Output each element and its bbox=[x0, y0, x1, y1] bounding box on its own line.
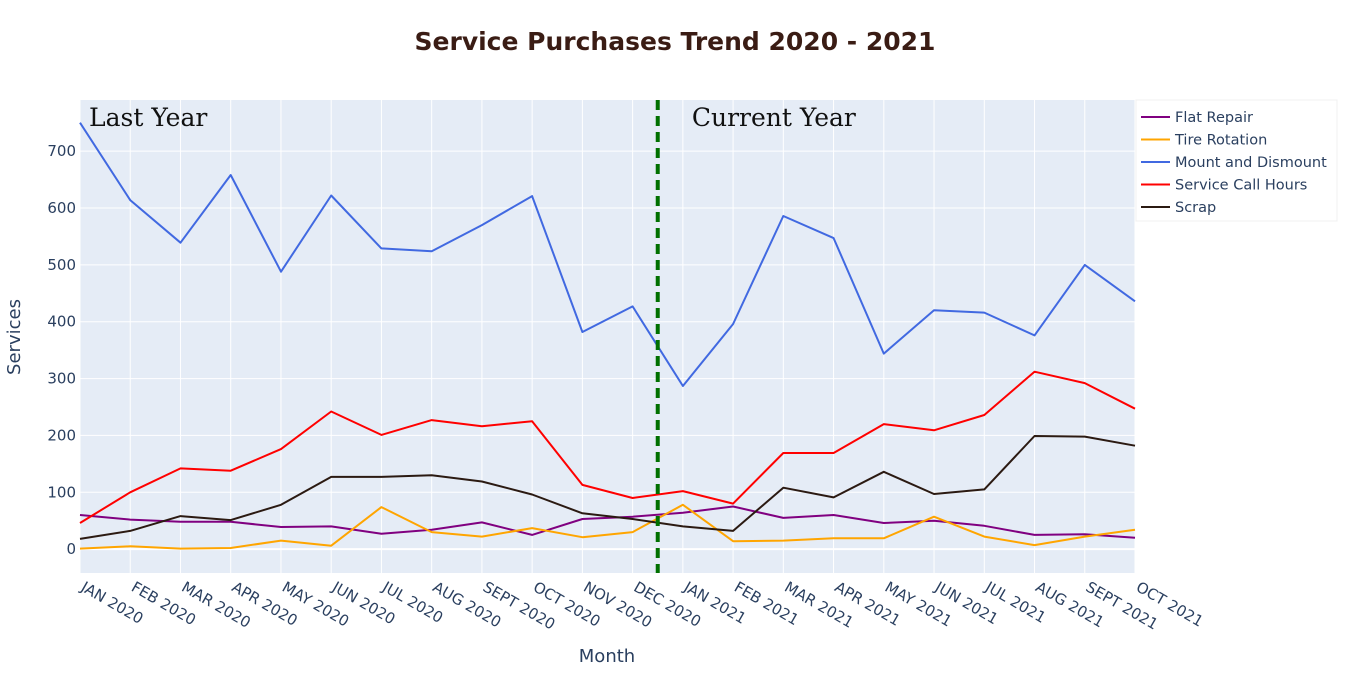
legend-label-scrap: Scrap bbox=[1175, 200, 1216, 216]
y-tick-label: 700 bbox=[47, 142, 76, 160]
annotation-last-year: Last Year bbox=[89, 103, 207, 132]
y-tick-label: 600 bbox=[47, 199, 76, 217]
y-axis-ticks: 0 100 200 300 400 500 600 700 bbox=[47, 142, 76, 558]
series-line-tire-rotation bbox=[79, 503, 1136, 550]
y-tick-label: 100 bbox=[47, 483, 76, 501]
legend-label-flat-repair: Flat Repair bbox=[1175, 110, 1253, 126]
series-line-service-call-hours bbox=[79, 370, 1136, 524]
legend-label-service-call-hours: Service Call Hours bbox=[1175, 178, 1307, 194]
chart-title: Service Purchases Trend 2020 - 2021 bbox=[415, 27, 936, 56]
legend-box bbox=[1135, 99, 1338, 222]
plot-area bbox=[80, 100, 1135, 573]
y-tick-label: 500 bbox=[47, 256, 76, 274]
annotation-current-year: Current Year bbox=[692, 103, 856, 132]
legend-label-tire-rotation: Tire Rotation bbox=[1174, 133, 1267, 149]
y-tick-label: 0 bbox=[66, 540, 76, 558]
x-axis-title: Month bbox=[579, 646, 635, 667]
y-tick-label: 400 bbox=[47, 313, 76, 331]
series-line-scrap bbox=[79, 435, 1136, 540]
y-tick-label: 200 bbox=[47, 426, 76, 444]
y-tick-label: 300 bbox=[47, 370, 76, 388]
gridlines bbox=[79, 100, 1136, 573]
legend: Flat Repair Tire Rotation Mount and Dismou… bbox=[1135, 99, 1338, 222]
series-line-mount-and-dismount bbox=[79, 122, 1136, 387]
legend-label-mount-and-dismount: Mount and Dismount bbox=[1175, 155, 1327, 171]
series-lines bbox=[79, 122, 1136, 550]
y-axis-title: Services bbox=[4, 299, 25, 375]
series-line-flat-repair bbox=[79, 505, 1136, 539]
